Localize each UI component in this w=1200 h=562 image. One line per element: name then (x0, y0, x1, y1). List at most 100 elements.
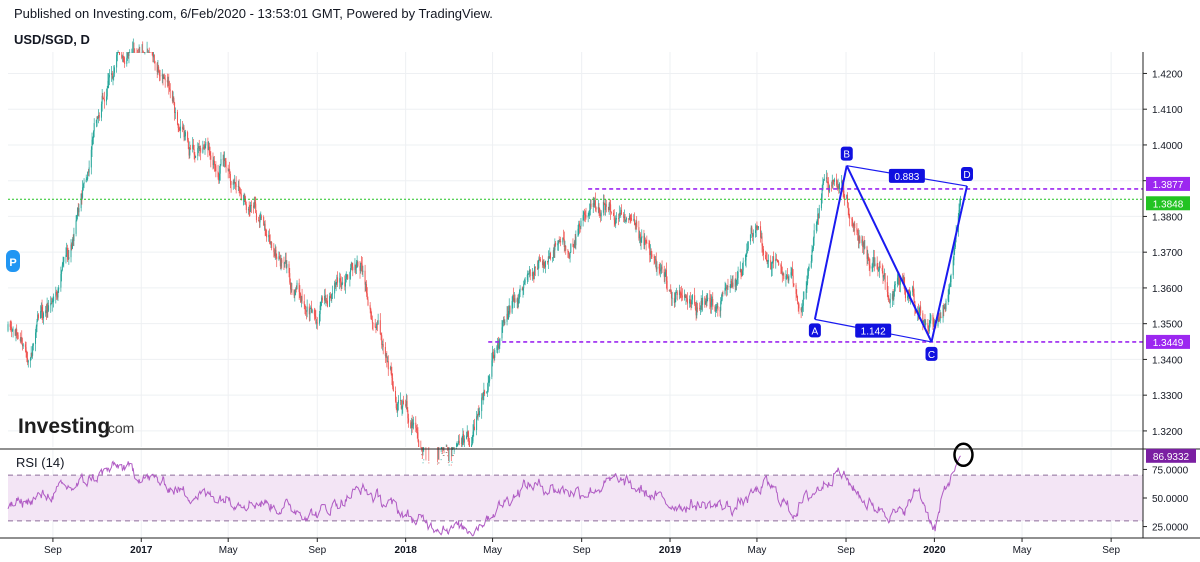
candle-body (402, 400, 404, 407)
price-marker[interactable]: P (6, 250, 20, 272)
candle-body (286, 264, 288, 268)
candle-body (213, 160, 215, 166)
candle-body (234, 182, 236, 184)
candle-body (744, 260, 746, 262)
candle-body (456, 444, 458, 447)
candle-body (531, 272, 533, 277)
candle-body (894, 284, 896, 286)
candle-body (159, 75, 161, 77)
candle-body (116, 52, 118, 55)
candle-body (636, 221, 638, 228)
candle-body (509, 305, 511, 313)
candle-body (407, 410, 409, 419)
candle-body (117, 52, 119, 53)
pattern-leg-BC (845, 165, 933, 343)
price-tick-label: 1.3300 (1152, 391, 1183, 402)
candle-body (872, 262, 874, 267)
candle-body (198, 146, 200, 150)
candle-body (933, 321, 935, 327)
candle-body (57, 289, 59, 298)
candle-body (316, 322, 318, 324)
candle-body (128, 52, 130, 56)
candle-body (111, 73, 113, 75)
candle-body (707, 297, 709, 299)
candle-body (878, 270, 880, 272)
candle-body (279, 256, 281, 259)
candle-body (70, 244, 72, 258)
candle-body (179, 126, 181, 131)
rsi-tick-label: 75.0000 (1152, 465, 1189, 476)
candle-body (56, 294, 58, 298)
candle-body (321, 297, 323, 302)
candle-body (91, 139, 93, 150)
candle-body (40, 306, 42, 312)
candle-body (82, 184, 84, 188)
candle-body (783, 273, 785, 280)
candle-body (437, 463, 439, 465)
pattern-point-D-badge[interactable] (960, 167, 973, 182)
candle-body (664, 272, 666, 277)
candle-body (892, 293, 894, 300)
candle-body (745, 253, 747, 261)
candle-body (620, 209, 622, 215)
candle-body (726, 286, 728, 289)
candle-body (240, 192, 242, 194)
candle-body (265, 228, 267, 235)
candle-body (757, 226, 759, 229)
candle-body (807, 269, 809, 276)
candle-body (466, 432, 468, 436)
candle-body (626, 218, 628, 220)
candle-body (808, 267, 810, 270)
pattern-point-A-label: A (812, 326, 819, 337)
candle-body (329, 296, 331, 297)
candle-body (528, 273, 530, 275)
candle-body (390, 367, 392, 374)
candle-body (686, 298, 688, 304)
candle-body (274, 249, 276, 256)
candle-body (331, 293, 333, 300)
candle-body (492, 351, 494, 361)
candle-body (83, 182, 85, 185)
candle-body (210, 155, 212, 160)
candle-body (219, 164, 221, 174)
candle-body (19, 338, 21, 342)
candle-body (927, 323, 929, 328)
candle-body (448, 464, 450, 466)
candle-body (491, 360, 493, 377)
candle-body (793, 283, 795, 286)
candle-body (143, 52, 145, 53)
candle-body (773, 256, 775, 261)
candle-body (782, 273, 784, 276)
candle-body (321, 297, 323, 301)
candle-body (400, 399, 402, 409)
candle-body (223, 158, 225, 161)
candle-body (523, 284, 525, 289)
candle-body (726, 287, 728, 289)
candle-body (752, 233, 754, 237)
candle-body (357, 261, 359, 266)
price-marker-badge[interactable] (6, 250, 20, 272)
candle-body (408, 418, 410, 423)
candle-body (415, 422, 417, 429)
candle-body (747, 248, 749, 250)
candle-body (116, 54, 118, 68)
candle-body (384, 346, 386, 356)
candle-body (192, 144, 194, 149)
pattern-point-B-badge[interactable] (840, 146, 853, 161)
candle-body (41, 306, 43, 313)
pattern-point-C-badge[interactable] (925, 346, 938, 361)
candle-body (406, 401, 408, 411)
candle-body (660, 270, 662, 272)
pattern-point-A-badge[interactable] (808, 323, 821, 338)
candle-body (529, 269, 531, 277)
candle-body (397, 400, 399, 404)
candle-body (35, 332, 37, 344)
candle-body (300, 293, 302, 302)
candle-body (245, 204, 247, 211)
candle-body (702, 297, 704, 305)
candle-body (859, 236, 861, 244)
candle-body (613, 215, 615, 221)
candle-body (16, 332, 18, 335)
candle-body (828, 183, 830, 192)
